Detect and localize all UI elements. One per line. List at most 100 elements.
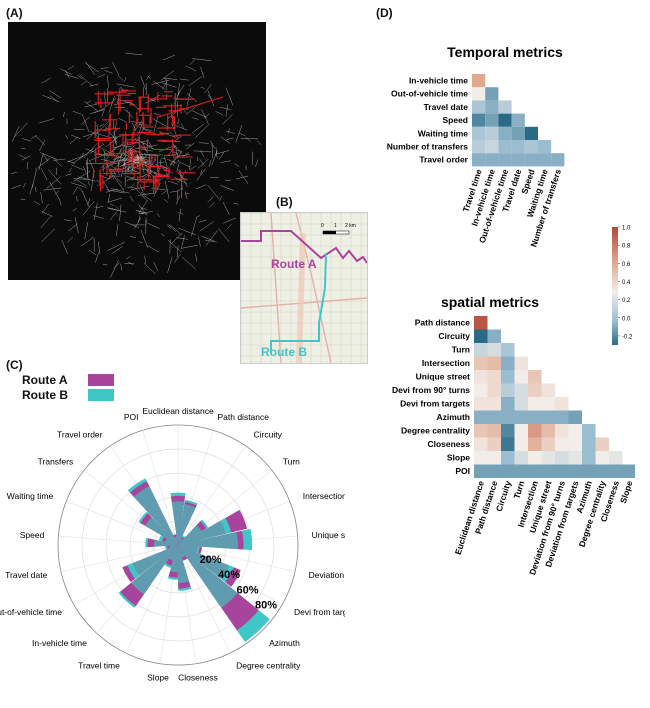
colorbar-tick-label: 0.4 [622, 280, 631, 286]
spatial-cell [582, 437, 596, 451]
colorbar-tick-label: -0.2 [622, 334, 633, 340]
temporal-cell [498, 126, 512, 140]
temporal-cell [524, 126, 538, 140]
spatial-cell [474, 383, 488, 397]
spatial-cell [541, 464, 555, 478]
temporal-cell [538, 140, 552, 154]
spatial-cell [501, 383, 515, 397]
spatial-cell [541, 424, 555, 438]
temporal-cell [485, 153, 499, 167]
spatial-cell [514, 410, 528, 424]
spatial-cell [582, 464, 596, 478]
spatial-cell [528, 464, 542, 478]
overlap-bar [169, 545, 178, 549]
polar-category-label: Transfers [38, 456, 74, 466]
route-b-path [270, 252, 327, 353]
temporal-cell [498, 100, 512, 114]
polar-category-label: POI [124, 412, 139, 422]
spatial-cell [501, 343, 515, 357]
temporal-cell [538, 153, 552, 167]
polar-category-label: Travel time [78, 661, 120, 671]
temporal-cell [511, 140, 525, 154]
spatial-cell [555, 424, 569, 438]
polar-spoke [177, 544, 231, 654]
polar-category-label: Azimuth [269, 638, 300, 648]
legend-route-b-text: Route B [22, 387, 68, 402]
spatial-cell [501, 451, 515, 465]
scale-label-1: 1 [334, 223, 337, 229]
overlap-bar [131, 545, 178, 595]
spatial-row-label: Turn [452, 345, 470, 355]
spatial-cell [514, 370, 528, 384]
overlap-bar [170, 545, 178, 573]
polar-category-label: Path distance [217, 412, 269, 422]
spatial-cell [541, 437, 555, 451]
spatial-cell [528, 437, 542, 451]
spatial-cell [514, 437, 528, 451]
spatial-cell [568, 464, 582, 478]
spatial-cell [568, 410, 582, 424]
spatial-row-label: Path distance [415, 318, 471, 328]
colorbar-tick-label: 1.0 [622, 226, 631, 232]
spatial-cell [609, 464, 623, 478]
spatial-cell [474, 437, 488, 451]
spatial-cell [555, 397, 569, 411]
overlap-bar [178, 545, 238, 608]
spatial-row-label: Unique street [416, 372, 470, 382]
spatial-cell [514, 356, 528, 370]
correlation-colorbar: 1.0 0.8 0.6 0.4 0.2 0.0 -0.2 [612, 226, 633, 345]
panel-a-label: (A) [6, 6, 23, 20]
colorbar-tick-label: 0.0 [622, 316, 631, 322]
polar-category-label: Devi from targets [294, 607, 345, 617]
spatial-cell [582, 424, 596, 438]
polar-category-label: Out-of-vehicle time [0, 607, 62, 617]
temporal-cell [524, 153, 538, 167]
polar-category-label: Turn [283, 456, 300, 466]
temporal-row-label: Travel order [419, 155, 468, 165]
overlap-bar [178, 545, 198, 553]
spatial-cell [487, 464, 501, 478]
overlap-bar [168, 545, 178, 561]
polar-category-label: Slope [147, 673, 169, 683]
temporal-cell [511, 113, 525, 127]
temporal-cell [524, 140, 538, 154]
spatial-cell [487, 410, 501, 424]
overlap-bar [133, 486, 178, 545]
spatial-cell [474, 397, 488, 411]
spatial-cell [528, 397, 542, 411]
polar-radial-label: 80% [255, 600, 277, 612]
overlap-bar [171, 501, 185, 545]
spatial-cell [582, 451, 596, 465]
spatial-cell [501, 397, 515, 411]
spatial-row-label: Slope [447, 453, 470, 463]
spatial-cell [474, 370, 488, 384]
temporal-cell [485, 140, 499, 154]
spatial-cell [474, 329, 488, 343]
polar-spoke [177, 445, 246, 546]
temporal-row-label: Waiting time [418, 128, 468, 138]
spatial-row-label: POI [455, 466, 470, 476]
polar-category-label: Travel order [57, 429, 103, 439]
temporal-cell [485, 87, 499, 101]
overlap-bar [178, 539, 183, 545]
temporal-cell [472, 100, 486, 114]
overlap-bar [178, 545, 229, 579]
spatial-cell [487, 329, 501, 343]
scale-label-2: 2 km [345, 223, 356, 229]
polar-category-label: Degree centrality [236, 661, 301, 671]
spatial-cell [595, 464, 609, 478]
spatial-cell [568, 437, 582, 451]
overlap-bar [154, 539, 178, 547]
spatial-row-label: Degree centrality [401, 426, 470, 436]
spatial-cell [528, 451, 542, 465]
temporal-row-label: In-vehicle time [409, 76, 468, 86]
spatial-row-label: Closeness [427, 439, 470, 449]
spatial-row-label: Devi from 90° turns [392, 385, 470, 395]
polar-category-label: Closeness [178, 673, 218, 683]
route-b-label: Route B [261, 345, 307, 359]
spatial-cell [474, 316, 488, 330]
temporal-cell [485, 126, 499, 140]
polar-spoke [66, 500, 179, 546]
temporal-row-label: Travel date [424, 102, 469, 112]
spatial-cell [568, 451, 582, 465]
